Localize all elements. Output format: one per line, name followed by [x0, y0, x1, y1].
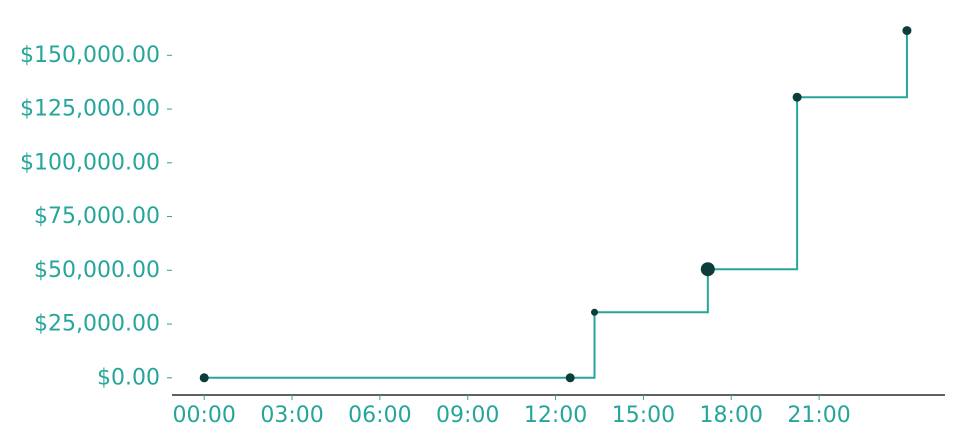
x-tick-label: 09:00 — [436, 403, 499, 428]
x-tick-label: 21:00 — [787, 403, 850, 428]
data-point-marker — [700, 262, 715, 277]
data-point-marker — [565, 373, 575, 383]
x-tick-label: 03:00 — [260, 403, 323, 428]
y-tick-label: $25,000.00 — [34, 312, 160, 337]
x-tick-label: 06:00 — [348, 403, 411, 428]
data-point-marker — [199, 373, 209, 383]
data-point-marker — [902, 26, 912, 36]
x-axis: 00:00 03:00 06:00 09:00 12:00 15:00 18:00 21:00 — [172, 394, 945, 428]
y-axis: $0.00 $25,000.00 $50,000.00 $75,000.00 $100,… — [20, 43, 172, 390]
series-step-line — [204, 30, 908, 379]
data-point-marker — [591, 308, 599, 316]
y-tick-label: $50,000.00 — [34, 258, 160, 283]
x-tick-label: 18:00 — [700, 403, 763, 428]
y-tick-label: $0.00 — [97, 365, 160, 390]
x-tick-label: 15:00 — [612, 403, 675, 428]
y-tick-label: $125,000.00 — [20, 97, 160, 122]
y-tick-label: $75,000.00 — [34, 204, 160, 229]
x-tick-label: 00:00 — [173, 403, 236, 428]
y-tick-label: $150,000.00 — [20, 43, 160, 68]
plot-area — [199, 26, 912, 383]
data-point-marker — [792, 92, 802, 102]
y-tick-label: $100,000.00 — [20, 150, 160, 175]
x-tick-label: 12:00 — [524, 403, 587, 428]
